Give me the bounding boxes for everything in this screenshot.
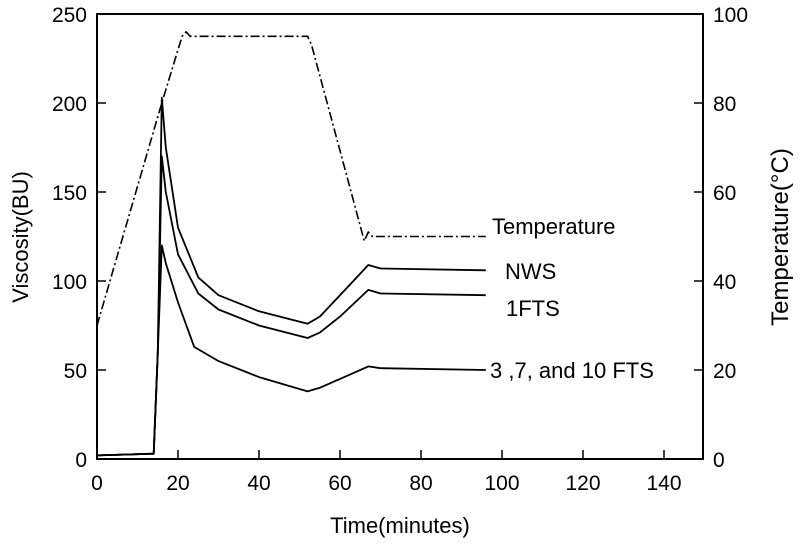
y-tick-label: 150 [52,182,87,205]
y2-axis-ticks: 0 20 40 60 80 100 [694,4,748,472]
y-tick-label: 200 [52,93,87,116]
legend-label: NWS [505,259,556,284]
y-tick-label: 250 [52,4,87,27]
y2-tick-label: 0 [713,449,725,472]
plot-frame [96,13,704,460]
y2-tick-label: 100 [713,4,748,27]
y-axis-ticks: 0 50 100 150 200 250 [52,4,106,472]
legend-label: 1FTS [506,296,560,321]
y2-tick-label: 60 [713,182,736,205]
y2-tick-label: 40 [713,271,736,294]
y-tick-label: 0 [75,449,87,472]
legend-label: Temperature [492,214,616,239]
y-axis-title: Viscosity(BU) [8,171,33,303]
x-tick-label: 40 [247,472,270,495]
legend-label: 3 ,7, and 10 FTS [490,358,654,383]
x-tick-label: 100 [484,472,519,495]
series-3-7-and-10-fts [96,244,486,457]
plot-border [96,13,704,460]
x-tick-label: 20 [166,472,189,495]
x-tick-label: 80 [409,472,432,495]
series-layer [96,30,486,457]
x-tick-label: 140 [646,472,681,495]
series-temperature [96,30,486,326]
inline-legend: Temperature NWS 1FTS 3 ,7, and 10 FTS [490,214,654,383]
y-tick-label: 50 [64,360,87,383]
x-tick-label: 60 [328,472,351,495]
x-axis-title: Time(minutes) [330,513,470,538]
y2-tick-label: 20 [713,360,736,383]
series-1fts [96,155,486,457]
x-tick-label: 0 [91,472,103,495]
y2-axis-title: Temperature(°C) [767,148,794,326]
x-axis-ticks: 0 20 40 60 80 100 120 140 [91,450,682,495]
x-tick-label: 120 [565,472,600,495]
y2-tick-label: 80 [713,93,736,116]
y-tick-label: 100 [52,271,87,294]
